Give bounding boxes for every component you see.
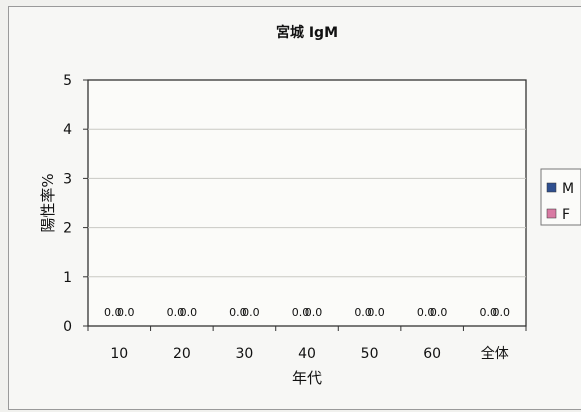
x-tick-label: 30 [236,346,254,362]
data-label: 0.0 [242,306,260,319]
x-tick-label: 20 [173,346,191,362]
y-axis-label: 陽性率% [39,173,57,232]
data-label: 0.0 [229,306,247,319]
data-label: 0.0 [354,306,372,319]
x-tick-label: 60 [423,346,441,362]
data-label: 0.0 [479,306,497,319]
y-tick-label: 5 [63,73,72,89]
plot-area [87,79,527,327]
data-label: 0.0 [292,306,310,319]
data-label: 0.0 [492,306,510,319]
data-label: 0.0 [167,306,185,319]
y-axis: 0 1 2 3 4 5 [63,73,88,335]
data-label: 0.0 [305,306,323,319]
y-tick-label: 4 [63,122,72,138]
x-axis-label: 年代 [292,369,322,387]
legend: MF [540,168,581,226]
chart-title: 宮城 IgM [276,24,338,41]
data-label: 0.0 [367,306,385,319]
value-labels: 0.00.0 0.00.0 0.00.0 0.00.0 0.00.0 0.00.0 0.00… [104,306,510,319]
y-tick-label: 2 [63,221,72,237]
x-axis: 10 20 30 40 50 60 全体 [87,326,527,362]
legend-label-M: M [562,181,574,197]
x-tick-label: 40 [298,346,316,362]
legend-label-F: F [562,207,570,223]
data-label: 0.0 [180,306,198,319]
data-label: 0.0 [117,306,135,319]
data-label: 0.0 [430,306,448,319]
x-tick-label: 全体 [481,345,509,362]
data-label: 0.0 [417,306,435,319]
x-tick-label: 10 [110,346,128,362]
y-tick-label: 3 [63,171,72,187]
legend-swatch-M [546,182,557,193]
y-tick-label: 1 [63,270,72,286]
gridlines [88,128,526,278]
legend-swatch-F [546,208,557,219]
x-tick-label: 50 [361,346,379,362]
data-label: 0.0 [104,306,122,319]
y-tick-label: 0 [63,319,72,335]
